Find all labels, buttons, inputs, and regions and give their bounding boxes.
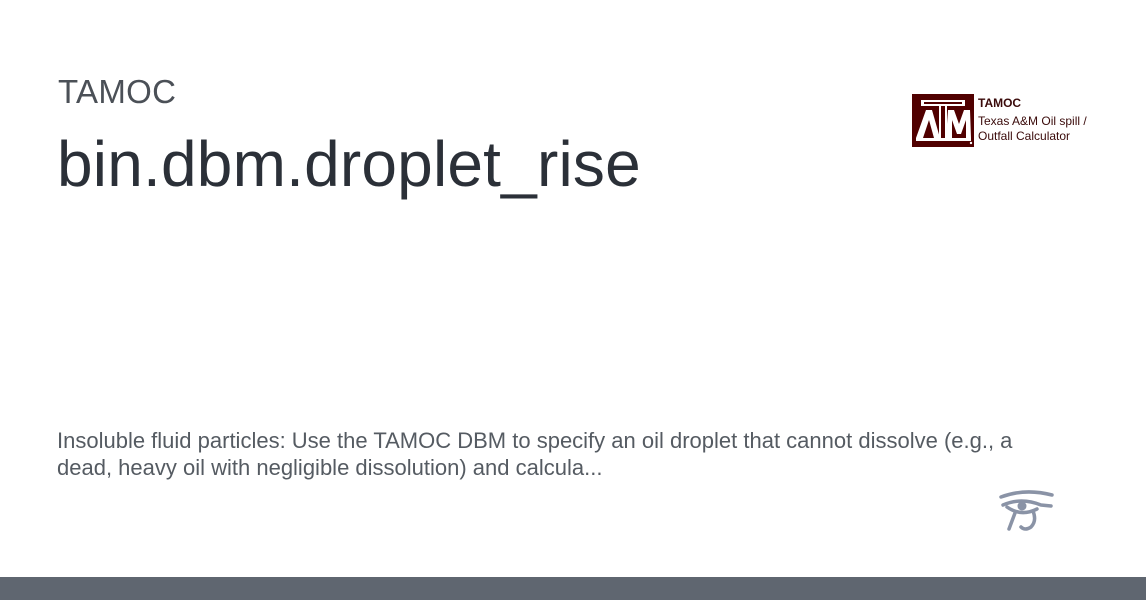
page-title: bin.dbm.droplet_rise (57, 128, 641, 200)
logo-line-1: Texas A&M Oil spill / (978, 114, 1087, 128)
logo-text: TAMOC Texas A&M Oil spill / Outfall Calc… (978, 94, 1087, 147)
footer-bar (0, 577, 1146, 600)
tamu-logo-icon (912, 93, 974, 147)
page-description: Insoluble fluid particles: Use the TAMOC… (57, 428, 1013, 480)
eye-of-horus-icon (997, 489, 1055, 533)
logo-line-2: Outfall Calculator (978, 129, 1071, 143)
tamoc-logo: TAMOC Texas A&M Oil spill / Outfall Calc… (912, 93, 1102, 147)
site-name: TAMOC (58, 73, 177, 110)
logo-brand: TAMOC (978, 96, 1022, 110)
